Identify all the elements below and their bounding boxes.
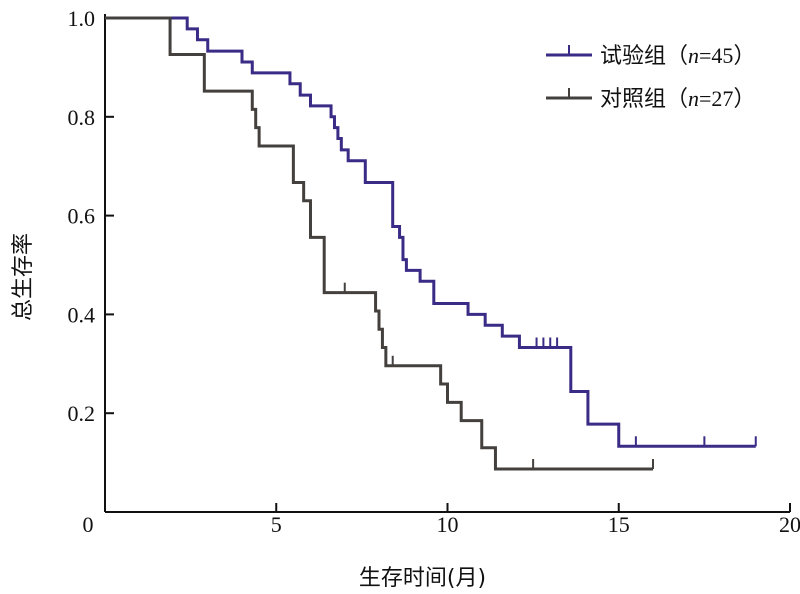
x-ticks: 0 5 10 15 20 [83, 503, 800, 537]
legend-close-paren: ） [733, 44, 755, 69]
legend-n-value: =45 [699, 43, 733, 68]
series-line-2 [105, 16, 653, 471]
x-tick-label: 20 [779, 512, 800, 537]
y-tick-label: 1.0 [68, 6, 96, 31]
y-ticks: 0.2 0.4 0.6 0.8 1.0 [68, 6, 114, 426]
legend-series-name: 对照组（ [600, 87, 688, 112]
legend-n-symbol: n [688, 86, 699, 111]
y-tick-label: 0.2 [68, 401, 96, 426]
legend-close-paren: ） [733, 87, 755, 112]
legend-label-1: 试验组（n=45） [600, 43, 755, 69]
y-tick-label: 0.6 [68, 204, 96, 229]
y-tick-label: 0.4 [68, 302, 96, 327]
x-tick-label: 15 [608, 512, 630, 537]
legend-series-name: 试验组（ [600, 44, 688, 69]
series-line-1 [105, 16, 756, 448]
legend-label-2: 对照组（n=27） [600, 86, 755, 112]
x-axis-title: 生存时间(月) [359, 566, 486, 591]
x-tick-label: 10 [437, 512, 459, 537]
legend: 试验组（n=45）对照组（n=27） [546, 43, 755, 112]
legend-n-symbol: n [688, 43, 699, 68]
legend-n-value: =27 [699, 86, 733, 111]
x-tick-label: 5 [271, 512, 282, 537]
y-axis-title: 总生存率 [11, 233, 36, 321]
y-tick-label: 0.8 [68, 105, 96, 130]
series-layer [105, 16, 757, 471]
x-tick-label: 0 [83, 512, 94, 537]
